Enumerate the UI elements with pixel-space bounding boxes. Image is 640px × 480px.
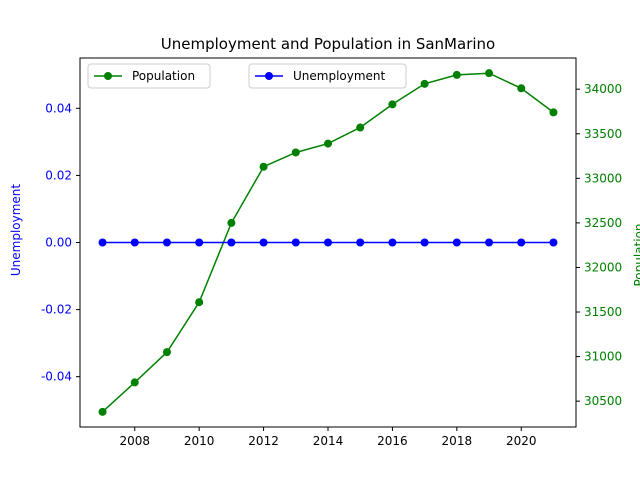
- unemployment-point: [485, 238, 494, 247]
- plot-layer: [98, 69, 558, 416]
- unemployment-point: [162, 238, 171, 247]
- unemployment-point: [452, 238, 461, 247]
- legend-box: [87, 63, 211, 89]
- legend-marker: [265, 72, 273, 80]
- chart-title: Unemployment and Population in SanMarino: [161, 35, 495, 53]
- unemployment-point: [420, 238, 429, 247]
- unemployment-point: [356, 238, 365, 247]
- population-point: [291, 148, 300, 157]
- right-tick-label: 34000: [584, 82, 622, 96]
- left-tick-label: 0.02: [45, 168, 72, 182]
- left-tick-label: -0.02: [41, 303, 72, 317]
- x-tick-label: 2014: [313, 434, 344, 448]
- right-tick-label: 31000: [584, 350, 622, 364]
- unemployment-point: [98, 238, 107, 247]
- left-tick-label: 0.04: [45, 101, 72, 115]
- population-point: [517, 84, 526, 93]
- population-point: [324, 139, 332, 148]
- population-point: [388, 100, 397, 109]
- unemployment-point: [227, 238, 236, 247]
- right-axis-label: Population: [632, 223, 640, 286]
- axis-layer: 2008 2010 2012 2014 2016 2018 2020 -0.04 -0.02 0.…: [41, 82, 622, 448]
- x-tick-label: 2008: [119, 434, 150, 448]
- unemployment-point: [517, 238, 526, 247]
- population-point: [549, 108, 558, 117]
- unemployment-point: [259, 238, 268, 247]
- population-point: [259, 162, 268, 171]
- right-tick-label: 33000: [584, 171, 622, 185]
- unemployment-point: [291, 238, 300, 247]
- population-point: [130, 378, 139, 387]
- right-tick-label: 30500: [584, 394, 622, 408]
- left-tick-label: 0.00: [45, 236, 72, 250]
- left-tick-label: -0.04: [41, 370, 72, 384]
- x-tick-label: 2012: [248, 434, 279, 448]
- unemployment-point: [195, 238, 204, 247]
- population-point: [452, 70, 461, 79]
- x-tick-label: 2020: [506, 434, 537, 448]
- unemployment-point: [388, 238, 397, 247]
- population-point: [227, 218, 236, 227]
- x-tick-label: 2018: [442, 434, 473, 448]
- legend-layer: Population Unemployment: [87, 63, 407, 89]
- unemployment-point: [549, 238, 558, 247]
- population-point: [195, 298, 204, 307]
- left-axis-label: Unemployment: [9, 184, 23, 277]
- population-point: [356, 123, 365, 132]
- legend-marker: [104, 72, 112, 80]
- right-tick-label: 32500: [584, 216, 622, 230]
- unemployment-point: [324, 238, 332, 247]
- population-point: [485, 69, 494, 78]
- population-point: [98, 407, 107, 416]
- right-tick-label: 31500: [584, 305, 622, 319]
- x-tick-label: 2010: [184, 434, 215, 448]
- population-point: [420, 79, 429, 88]
- unemployment-point: [130, 238, 139, 247]
- legend-label: Unemployment: [293, 69, 386, 83]
- legend-label: Population: [132, 69, 195, 83]
- legend-box: [248, 63, 407, 89]
- x-tick-label: 2016: [377, 434, 408, 448]
- population-point: [162, 348, 171, 357]
- right-tick-label: 32000: [584, 260, 622, 274]
- right-tick-label: 33500: [584, 127, 622, 141]
